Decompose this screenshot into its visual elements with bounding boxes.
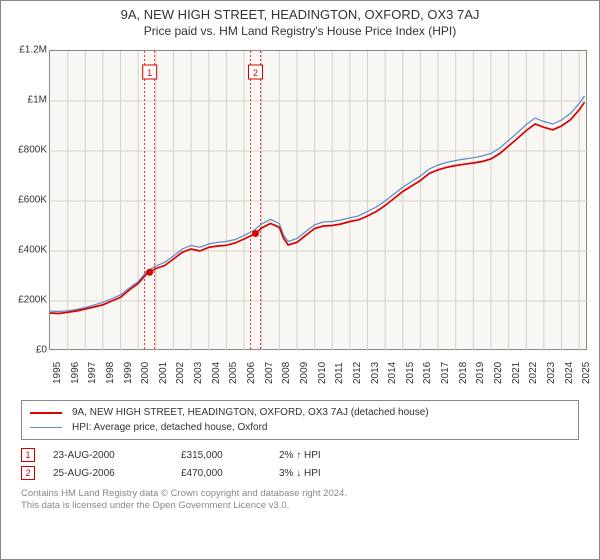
- x-axis-label: 2018: [458, 362, 469, 384]
- transaction-marker: 2: [21, 466, 35, 480]
- x-axis-label: 2019: [475, 362, 486, 384]
- transaction-date: 23-AUG-2000: [53, 450, 163, 461]
- x-axis-label: 2008: [281, 362, 292, 384]
- transaction-price: £315,000: [181, 450, 261, 461]
- x-axis-label: 2001: [158, 362, 169, 384]
- y-axis-label: £400K: [9, 245, 47, 256]
- x-axis-label: 2002: [175, 362, 186, 384]
- legend-swatch: [30, 412, 62, 414]
- x-axis-label: 2020: [493, 362, 504, 384]
- x-axis-label: 2006: [246, 362, 257, 384]
- x-axis-label: 2011: [334, 362, 345, 384]
- chart-area: 12 £0£200K£400K£600K£800K£1M£1.2M1995199…: [7, 44, 595, 400]
- x-axis-label: 2000: [140, 362, 151, 384]
- x-axis-label: 2014: [387, 362, 398, 384]
- x-axis-label: 2007: [264, 362, 275, 384]
- transaction-row: 1 23-AUG-2000 £315,000 2% ↑ HPI: [21, 446, 579, 464]
- svg-text:2: 2: [253, 68, 258, 78]
- x-axis-label: 1997: [87, 362, 98, 384]
- svg-text:1: 1: [147, 68, 152, 78]
- transaction-delta: 3% ↓ HPI: [279, 468, 579, 479]
- attribution: Contains HM Land Registry data © Crown c…: [21, 488, 579, 513]
- x-axis-label: 2024: [564, 362, 575, 384]
- x-axis-label: 2009: [299, 362, 310, 384]
- x-axis-label: 2023: [546, 362, 557, 384]
- transaction-row: 2 25-AUG-2006 £470,000 3% ↓ HPI: [21, 464, 579, 482]
- transaction-date: 25-AUG-2006: [53, 468, 163, 479]
- x-axis-label: 2013: [370, 362, 381, 384]
- x-axis-label: 2003: [193, 362, 204, 384]
- x-axis-label: 2010: [317, 362, 328, 384]
- x-axis-label: 1995: [52, 362, 63, 384]
- page-subtitle: Price paid vs. HM Land Registry's House …: [9, 24, 591, 38]
- transaction-delta: 2% ↑ HPI: [279, 450, 579, 461]
- attribution-line2: This data is licensed under the Open Gov…: [21, 500, 579, 512]
- x-axis-label: 2005: [228, 362, 239, 384]
- x-axis-label: 1999: [123, 362, 134, 384]
- transaction-list: 1 23-AUG-2000 £315,000 2% ↑ HPI 2 25-AUG-2006…: [21, 446, 579, 482]
- y-axis-label: £1.2M: [9, 45, 47, 56]
- legend-item: 9A, NEW HIGH STREET, HEADINGTON, OXFORD,…: [30, 405, 570, 420]
- legend-label: HPI: Average price, detached house, Oxfo…: [72, 420, 268, 435]
- attribution-line1: Contains HM Land Registry data © Crown c…: [21, 488, 579, 500]
- x-axis-label: 2012: [352, 362, 363, 384]
- page-title: 9A, NEW HIGH STREET, HEADINGTON, OXFORD,…: [9, 7, 591, 22]
- x-axis-label: 1998: [105, 362, 116, 384]
- x-axis-label: 2015: [405, 362, 416, 384]
- chart-svg: 12: [50, 51, 588, 351]
- transaction-price: £470,000: [181, 468, 261, 479]
- y-axis-label: £0: [9, 345, 47, 356]
- legend-box: 9A, NEW HIGH STREET, HEADINGTON, OXFORD,…: [21, 400, 579, 440]
- y-axis-label: £800K: [9, 145, 47, 156]
- legend-swatch: [30, 427, 62, 428]
- legend-item: HPI: Average price, detached house, Oxfo…: [30, 420, 570, 435]
- plot-area: 12: [49, 50, 587, 350]
- x-axis-label: 2016: [422, 362, 433, 384]
- legend-label: 9A, NEW HIGH STREET, HEADINGTON, OXFORD,…: [72, 405, 429, 420]
- x-axis-label: 2004: [211, 362, 222, 384]
- x-axis-label: 2021: [511, 362, 522, 384]
- x-axis-label: 2017: [440, 362, 451, 384]
- transaction-marker: 1: [21, 448, 35, 462]
- y-axis-label: £600K: [9, 195, 47, 206]
- y-axis-label: £1M: [9, 95, 47, 106]
- x-axis-label: 2022: [528, 362, 539, 384]
- y-axis-label: £200K: [9, 295, 47, 306]
- x-axis-label: 2025: [581, 362, 592, 384]
- x-axis-label: 1996: [70, 362, 81, 384]
